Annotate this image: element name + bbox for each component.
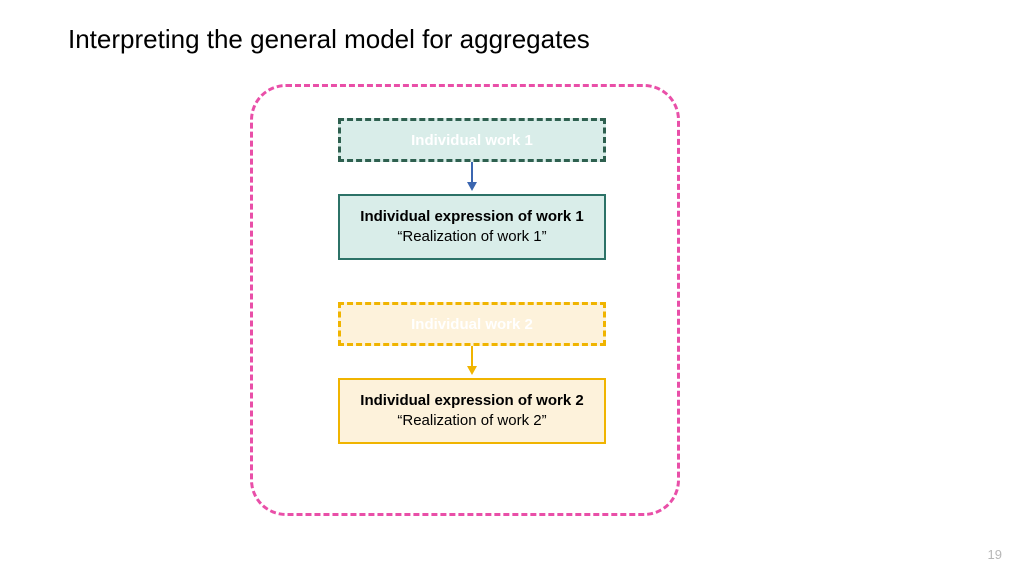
arrow-work2-head	[467, 366, 477, 375]
slide-title: Interpreting the general model for aggre…	[68, 24, 590, 55]
arrow-work2-line	[471, 346, 473, 366]
work2-expression-box: Individual expression of work 2 “Realiza…	[338, 378, 606, 444]
work2-expression-title: Individual expression of work 2	[360, 392, 583, 411]
work1-expression-title: Individual expression of work 1	[360, 208, 583, 227]
arrow-work1-line	[471, 162, 473, 182]
work2-dashed-box: Individual work 2	[338, 302, 606, 346]
arrow-work1-head	[467, 182, 477, 191]
work1-expression-box: Individual expression of work 1 “Realiza…	[338, 194, 606, 260]
work1-expression-sub: “Realization of work 1”	[397, 227, 546, 247]
work1-dashed-label: Individual work 1	[411, 132, 533, 149]
work2-dashed-label: Individual work 2	[411, 316, 533, 333]
page-number: 19	[988, 547, 1002, 562]
work2-expression-sub: “Realization of work 2”	[397, 411, 546, 431]
work1-dashed-box: Individual work 1	[338, 118, 606, 162]
